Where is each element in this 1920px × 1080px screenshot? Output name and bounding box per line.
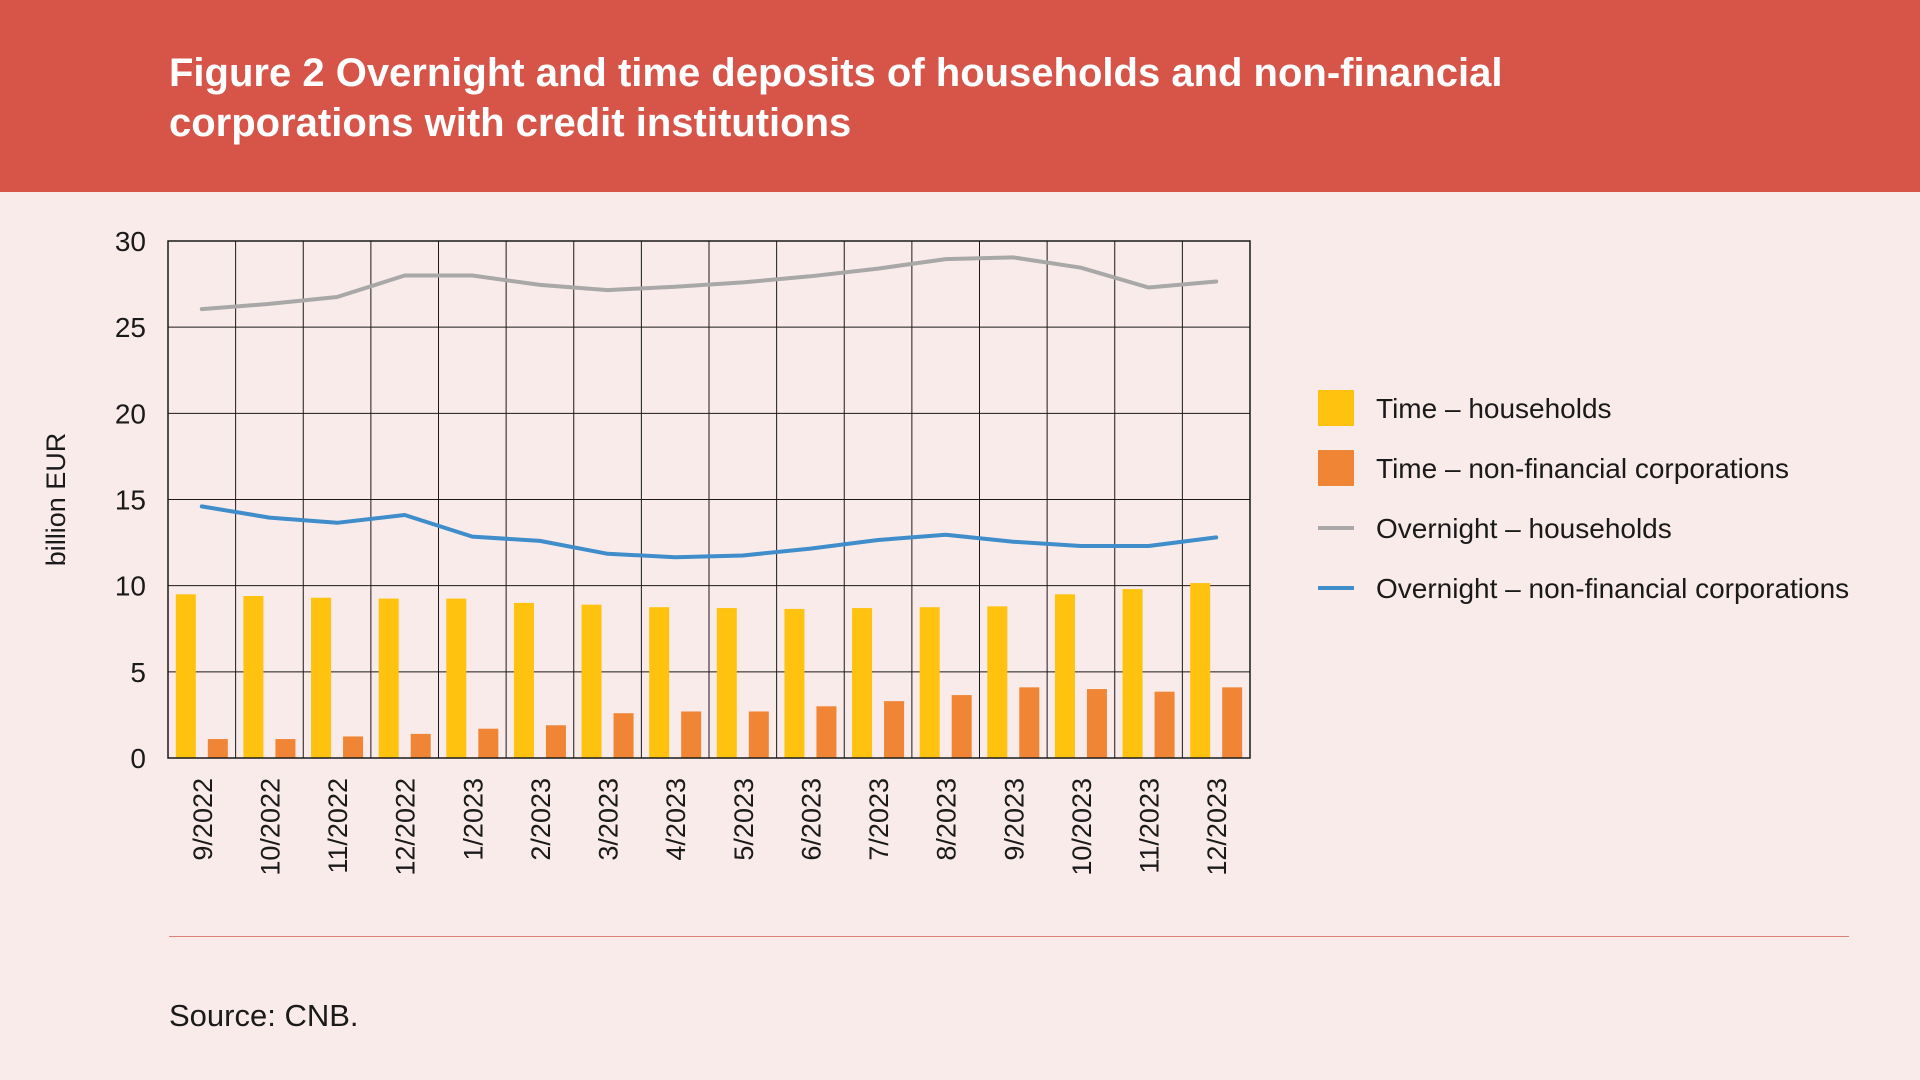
bar-time-nfc	[1019, 687, 1040, 758]
y-tick-label: 5	[130, 657, 146, 688]
bar-time-households	[311, 597, 332, 758]
bar-time-households	[243, 596, 264, 758]
x-tick-label: 11/2023	[1135, 778, 1165, 874]
x-tick-label: 5/2023	[729, 778, 759, 861]
bar-time-nfc	[1222, 687, 1243, 758]
bars	[175, 583, 1243, 758]
bar-time-households	[1054, 594, 1075, 758]
line-overnight-nfc	[199, 504, 1219, 560]
grid	[168, 241, 1250, 758]
y-tick-label: 10	[115, 571, 146, 602]
bar-time-nfc	[545, 725, 566, 758]
bar-time-households	[1122, 589, 1143, 758]
line-overnight-households	[199, 255, 1219, 312]
bar-time-nfc	[884, 701, 905, 758]
x-tick-label: 7/2023	[864, 778, 894, 861]
x-tick-label: 12/2022	[391, 778, 421, 876]
x-tick-label: 6/2023	[796, 778, 826, 861]
y-tick-label: 25	[115, 312, 146, 343]
divider	[169, 936, 1849, 937]
bar-time-nfc	[681, 711, 702, 758]
x-tick-label: 2/2023	[526, 778, 556, 861]
page-title: Figure 2 Overnight and time deposits of …	[169, 51, 1503, 145]
bar-time-households	[784, 608, 805, 758]
y-axis-label: billion EUR	[41, 433, 71, 567]
x-tick-label: 1/2023	[458, 778, 488, 861]
bar-time-households	[513, 602, 534, 758]
legend-label-households-line: Overnight – households	[1376, 513, 1672, 544]
bar-time-households	[919, 607, 940, 758]
bar-time-nfc	[343, 736, 364, 758]
x-tick-label: 9/2023	[999, 778, 1029, 861]
bar-time-nfc	[478, 728, 499, 758]
bar-time-households	[175, 594, 196, 758]
bar-time-households	[446, 598, 467, 758]
bar-time-nfc	[748, 711, 769, 758]
y-tick-label: 0	[130, 743, 146, 774]
legend-swatch-households-bar	[1318, 390, 1354, 426]
plot-frame	[167, 240, 1251, 759]
y-tick-label: 30	[115, 226, 146, 257]
x-tick-label: 11/2022	[323, 778, 353, 874]
bar-time-households	[1190, 583, 1211, 758]
bar-time-nfc	[613, 713, 634, 758]
x-axis: 9/2022 10/2022 11/2022 12/2022 1/2023 2/2023 3…	[188, 778, 1232, 876]
y-axis: 0 5 10 15 20 25 30	[115, 226, 146, 774]
bar-time-nfc	[207, 739, 228, 758]
x-tick-label: 10/2022	[255, 778, 285, 876]
bar-time-households	[649, 607, 670, 758]
legend-swatch-nfc-bar	[1318, 450, 1354, 486]
bar-time-nfc	[410, 733, 431, 758]
bar-time-households	[852, 608, 873, 758]
lines	[199, 255, 1219, 560]
bar-time-households	[716, 608, 737, 758]
x-tick-label: 10/2023	[1067, 778, 1097, 876]
y-tick-label: 15	[115, 485, 146, 516]
legend: Time – households Time – non-financial co…	[1318, 390, 1849, 604]
bar-time-households	[378, 598, 399, 758]
legend-label-nfc-bar: Time – non-financial corporations	[1376, 453, 1789, 484]
x-tick-label: 9/2022	[188, 778, 218, 861]
bar-time-households	[987, 606, 1008, 758]
header-banner: Figure 2 Overnight and time deposits of …	[0, 0, 1920, 192]
bar-time-nfc	[816, 706, 837, 758]
x-tick-label: 8/2023	[932, 778, 962, 861]
x-tick-label: 12/2023	[1202, 778, 1232, 876]
y-tick-label: 20	[115, 398, 146, 429]
x-tick-label: 3/2023	[594, 778, 624, 861]
source-note: Source: CNB.	[169, 998, 359, 1033]
bar-time-nfc	[275, 739, 296, 758]
legend-label-households-bar: Time – households	[1376, 393, 1612, 424]
legend-label-nfc-line: Overnight – non-financial corporations	[1376, 573, 1849, 604]
bar-time-nfc	[1086, 689, 1107, 758]
x-tick-label: 4/2023	[661, 778, 691, 861]
bar-time-nfc	[951, 695, 972, 758]
bar-time-nfc	[1154, 691, 1175, 758]
bar-time-households	[581, 604, 602, 758]
